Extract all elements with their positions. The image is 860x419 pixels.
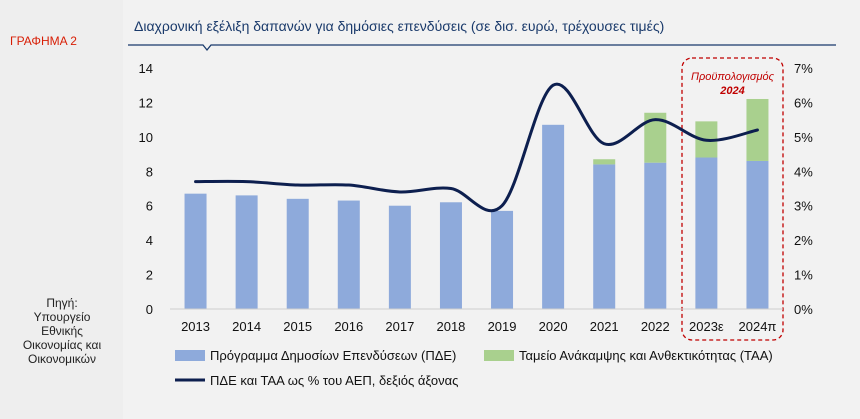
title-underline bbox=[128, 44, 836, 52]
forecast-highlight-box bbox=[681, 57, 784, 341]
annotation-label: 2024 bbox=[719, 85, 744, 97]
y-left-tick-label: 6 bbox=[146, 199, 153, 214]
source-line: Πηγή: bbox=[46, 296, 78, 310]
source-note: Πηγή: Υπουργείο Εθνικής Οικονομίας και Ο… bbox=[4, 296, 120, 366]
source-line: Υπουργείο bbox=[33, 310, 91, 324]
annotation-label: Προϋπολογισμός bbox=[691, 71, 775, 83]
line-series-pct-gdp bbox=[194, 82, 759, 213]
x-tick-label: 2018 bbox=[436, 319, 465, 334]
bar-pde bbox=[388, 205, 411, 309]
y-left-tick-label: 2 bbox=[146, 268, 153, 283]
x-tick-label: 2024π bbox=[739, 319, 777, 334]
bar-pde bbox=[439, 202, 462, 309]
legend-label: ΠΔΕ και ΤΑΑ ως % του ΑΕΠ, δεξιός άξονας bbox=[210, 373, 458, 388]
figure-number-label: ΓΡΑΦΗΜΑ 2 bbox=[10, 34, 77, 48]
y-right-tick-label: 6% bbox=[794, 95, 813, 110]
y-right-tick-label: 0% bbox=[794, 302, 813, 317]
bar-pde bbox=[695, 157, 718, 309]
x-tick-label: 2023ε bbox=[689, 319, 724, 334]
y-left-tick-label: 0 bbox=[146, 302, 153, 317]
x-tick-label: 2016 bbox=[334, 319, 363, 334]
bar-pde bbox=[286, 198, 309, 309]
source-line: Οικονομικών bbox=[27, 352, 96, 366]
chart-title: Διαχρονική εξέλιξη δαπανών για δημόσιες … bbox=[134, 18, 665, 34]
y-right-tick-label: 4% bbox=[794, 164, 813, 179]
legend-swatch-taa bbox=[484, 350, 514, 361]
y-left-tick-label: 12 bbox=[139, 95, 153, 110]
x-tick-label: 2015 bbox=[283, 319, 312, 334]
x-tick-label: 2014 bbox=[232, 319, 261, 334]
legend-label: Πρόγραμμα Δημοσίων Επενδύσεων (ΠΔΕ) bbox=[210, 348, 456, 363]
x-tick-label: 2022 bbox=[641, 319, 670, 334]
x-tick-label: 2017 bbox=[385, 319, 414, 334]
legend-swatch-pde bbox=[175, 350, 205, 361]
bar-pde bbox=[337, 200, 360, 309]
x-tick-label: 2020 bbox=[539, 319, 568, 334]
source-line: Οικονομίας και bbox=[22, 338, 102, 352]
bar-taa bbox=[644, 112, 667, 163]
bar-pde bbox=[491, 210, 514, 309]
y-right-tick-label: 3% bbox=[794, 199, 813, 214]
x-tick-label: 2019 bbox=[488, 319, 517, 334]
x-tick-label: 2021 bbox=[590, 319, 619, 334]
bar-pde bbox=[593, 164, 616, 309]
y-right-tick-label: 1% bbox=[794, 268, 813, 283]
y-left-tick-label: 10 bbox=[139, 130, 153, 145]
source-line: Εθνικής bbox=[41, 324, 83, 338]
y-left-tick-label: 8 bbox=[146, 164, 153, 179]
bar-pde bbox=[746, 160, 769, 309]
y-right-tick-label: 2% bbox=[794, 233, 813, 248]
y-right-tick-label: 5% bbox=[794, 130, 813, 145]
bar-pde bbox=[235, 195, 258, 309]
bar-pde bbox=[542, 124, 565, 309]
sidebar: ΓΡΑΦΗΜΑ 2 Πηγή: Υπουργείο Εθνικής Οικονο… bbox=[0, 0, 123, 419]
y-left-tick-label: 4 bbox=[146, 233, 153, 248]
x-tick-label: 2013 bbox=[181, 319, 210, 334]
y-left-tick-label: 14 bbox=[139, 61, 153, 76]
bar-pde bbox=[184, 193, 207, 309]
legend-label: Ταμείο Ανάκαμψης και Ανθεκτικότητας (ΤΑΑ… bbox=[519, 348, 773, 363]
bar-taa bbox=[593, 159, 616, 165]
bar-pde bbox=[644, 162, 667, 309]
y-right-tick-label: 7% bbox=[794, 61, 813, 76]
